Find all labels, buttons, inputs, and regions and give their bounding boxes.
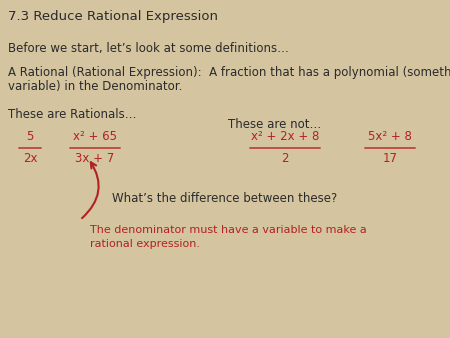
- Text: 5: 5: [26, 130, 34, 143]
- Text: These are not…: These are not…: [228, 118, 321, 131]
- Text: 2: 2: [281, 152, 289, 165]
- Text: x² + 2x + 8: x² + 2x + 8: [251, 130, 319, 143]
- Text: Before we start, let’s look at some definitions…: Before we start, let’s look at some defi…: [8, 42, 289, 55]
- Text: What’s the difference between these?: What’s the difference between these?: [112, 192, 338, 205]
- Text: 3x + 7: 3x + 7: [76, 152, 115, 165]
- Text: 2x: 2x: [23, 152, 37, 165]
- Text: 7.3 Reduce Rational Expression: 7.3 Reduce Rational Expression: [8, 10, 218, 23]
- Text: A Rational (Rational Expression):  A fraction that has a polynomial (something w: A Rational (Rational Expression): A frac…: [8, 66, 450, 79]
- Text: x² + 65: x² + 65: [73, 130, 117, 143]
- Text: variable) in the Denominator.: variable) in the Denominator.: [8, 80, 182, 93]
- Text: rational expression.: rational expression.: [90, 239, 200, 249]
- Text: These are Rationals…: These are Rationals…: [8, 108, 136, 121]
- Text: The denominator must have a variable to make a: The denominator must have a variable to …: [90, 225, 367, 235]
- Text: 5x² + 8: 5x² + 8: [368, 130, 412, 143]
- Text: 17: 17: [382, 152, 397, 165]
